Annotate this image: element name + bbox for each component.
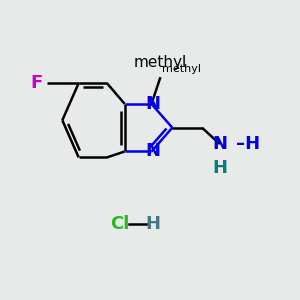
Text: Cl: Cl [111, 215, 130, 233]
Text: N: N [146, 142, 160, 160]
Text: methyl: methyl [162, 64, 201, 74]
Text: –H: –H [236, 135, 260, 153]
Text: N: N [212, 135, 227, 153]
Text: H: H [146, 215, 160, 233]
Text: H: H [212, 159, 227, 177]
Text: methyl: methyl [134, 55, 187, 70]
Text: N: N [146, 95, 160, 113]
Text: F: F [31, 74, 43, 92]
